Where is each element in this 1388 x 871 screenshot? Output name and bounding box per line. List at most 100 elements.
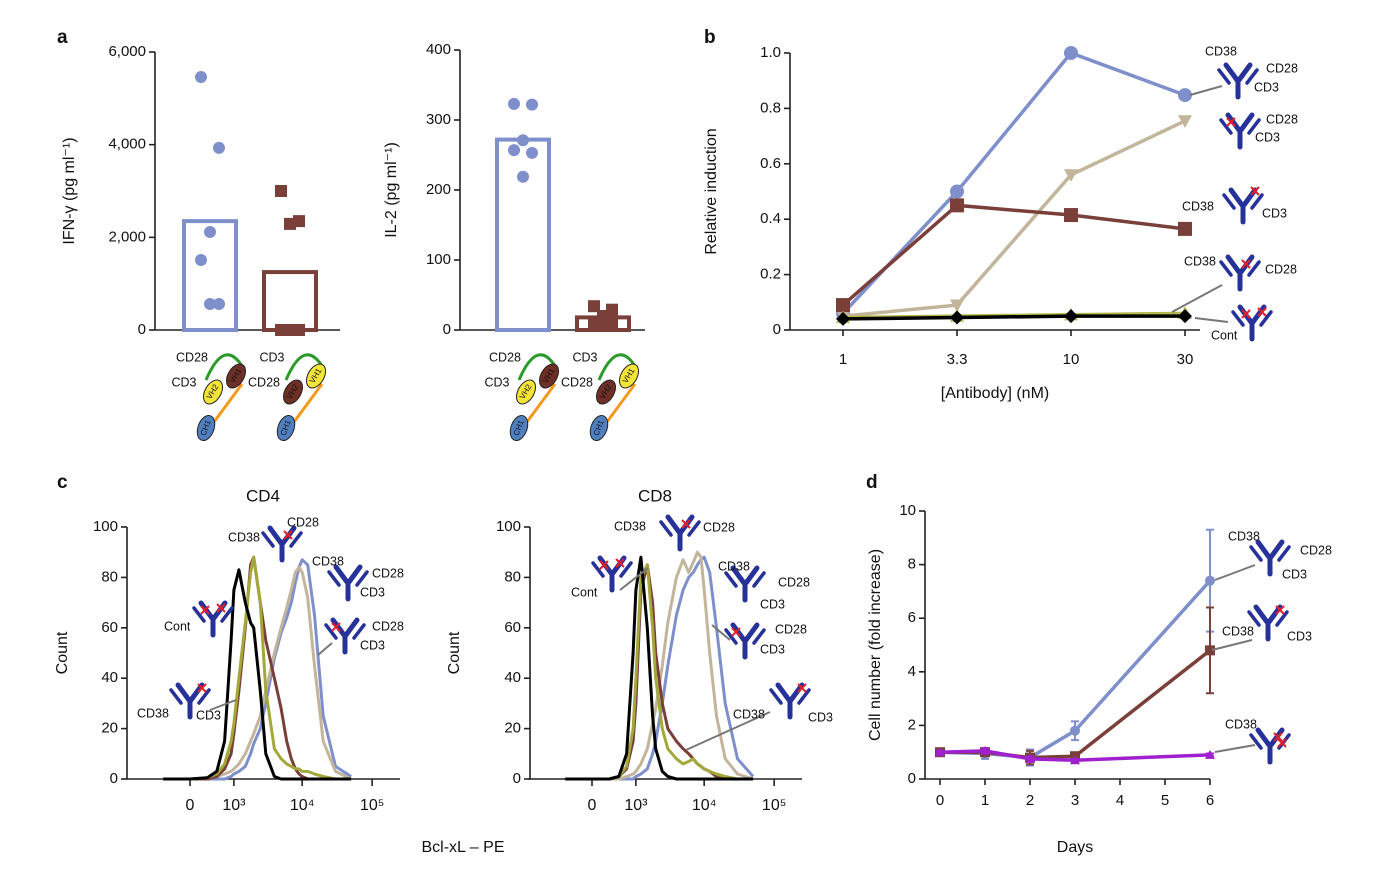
y-tick-label: 80 xyxy=(101,568,118,585)
y-tick-label: 0 xyxy=(773,321,781,338)
point xyxy=(526,98,538,111)
leader-line xyxy=(1214,564,1256,581)
panel-letter: b xyxy=(704,27,716,48)
y-tick-label: 20 xyxy=(504,720,521,737)
y-tick-label: 0 xyxy=(110,770,118,787)
x-tick-label: 1 xyxy=(981,792,989,809)
y-tick-label: 6 xyxy=(908,609,916,626)
point xyxy=(1025,753,1035,763)
point xyxy=(284,324,296,336)
histogram-curve xyxy=(565,550,754,781)
point xyxy=(950,310,964,325)
deletion-mark xyxy=(216,603,226,613)
x-tick-label: 10 xyxy=(1063,351,1080,368)
point xyxy=(1178,309,1192,324)
light-chain xyxy=(1219,118,1233,135)
construct-label: CD3 xyxy=(259,350,284,364)
y-tick-label: 40 xyxy=(101,669,118,686)
leader-line xyxy=(1171,284,1223,313)
linker xyxy=(292,383,324,423)
y-axis-label: Relative induction xyxy=(703,128,720,254)
panel-letter: c xyxy=(57,472,68,493)
y-tick-label: 0.4 xyxy=(760,210,781,227)
x-tick-label: 0 xyxy=(588,797,597,814)
heavy-chain xyxy=(1253,604,1270,625)
series-label: CD38 xyxy=(1225,717,1257,731)
series-label: CD28 xyxy=(1266,61,1298,75)
point xyxy=(935,747,945,757)
point xyxy=(950,184,964,199)
light-chain xyxy=(1247,610,1261,627)
point xyxy=(526,146,538,159)
y-tick-label: 0 xyxy=(138,321,146,338)
antibody-icon xyxy=(261,525,303,563)
domain xyxy=(509,414,529,442)
x-tick-label: 10³ xyxy=(624,797,648,814)
deletion-mark xyxy=(1226,117,1236,127)
histogram-curve xyxy=(565,555,755,781)
deletion-mark xyxy=(1250,186,1260,196)
series-label: CD38 xyxy=(614,519,646,533)
heavy-chain xyxy=(743,622,760,643)
heavy-chain xyxy=(1255,539,1272,560)
series-label: CD3 xyxy=(1262,206,1287,220)
x-tick-label: 10³ xyxy=(222,797,246,814)
deletion-mark xyxy=(681,519,691,529)
antibody-icon xyxy=(724,622,766,660)
heavy-chain xyxy=(330,617,347,638)
deletion-mark xyxy=(797,683,807,693)
heavy-chain xyxy=(346,564,363,585)
y-tick-label: 0.8 xyxy=(760,99,781,116)
y-tick-label: 1.0 xyxy=(760,44,781,61)
point xyxy=(1064,46,1078,60)
series-label: CD3 xyxy=(196,708,221,722)
heavy-chain xyxy=(343,617,360,638)
leader-line xyxy=(1214,744,1256,753)
series-label: CD3 xyxy=(760,597,785,611)
x-axis-label: Bcl-xL – PE xyxy=(422,839,505,856)
point xyxy=(1178,115,1192,128)
point xyxy=(517,170,529,183)
heavy-chain xyxy=(1225,112,1242,133)
y-tick-label: 0 xyxy=(513,770,521,787)
point xyxy=(213,298,225,311)
series-label: CD38 xyxy=(1184,254,1216,268)
deletion-mark xyxy=(1273,732,1283,742)
x-tick-label: 6 xyxy=(1206,792,1214,809)
x-tick-label: 2 xyxy=(1026,792,1034,809)
point xyxy=(1205,749,1215,759)
x-tick-label: 10⁵ xyxy=(762,797,786,814)
point xyxy=(588,300,600,313)
y-tick-label: 60 xyxy=(101,619,118,636)
heavy-chain xyxy=(1238,112,1255,133)
histogram-curve xyxy=(565,555,754,781)
x-axis-label: Days xyxy=(1057,839,1093,856)
x-tick-label: 30 xyxy=(1177,351,1194,368)
construct-label: CD3 xyxy=(572,350,597,364)
y-tick-label: 20 xyxy=(101,720,118,737)
deletion-mark xyxy=(1277,738,1287,748)
light-chain xyxy=(752,628,766,645)
light-chain xyxy=(1247,260,1261,277)
light-chain xyxy=(619,561,633,578)
point xyxy=(213,141,225,154)
point xyxy=(517,134,529,147)
series-label: CD38 xyxy=(137,706,169,720)
antibody-icon xyxy=(659,514,701,552)
point xyxy=(1070,725,1080,736)
antibody-icon xyxy=(1217,62,1259,100)
x-axis-label: [Antibody] (nM) xyxy=(941,385,1049,402)
light-chain xyxy=(769,688,783,705)
deletion-mark xyxy=(1241,309,1251,319)
heavy-chain xyxy=(1223,62,1240,83)
leader-line xyxy=(1194,317,1229,323)
y-axis-label: IL-2 (pg ml⁻¹) xyxy=(383,142,400,238)
point xyxy=(1178,88,1192,103)
point xyxy=(284,217,296,230)
heavy-chain xyxy=(267,525,284,546)
point xyxy=(275,185,287,197)
